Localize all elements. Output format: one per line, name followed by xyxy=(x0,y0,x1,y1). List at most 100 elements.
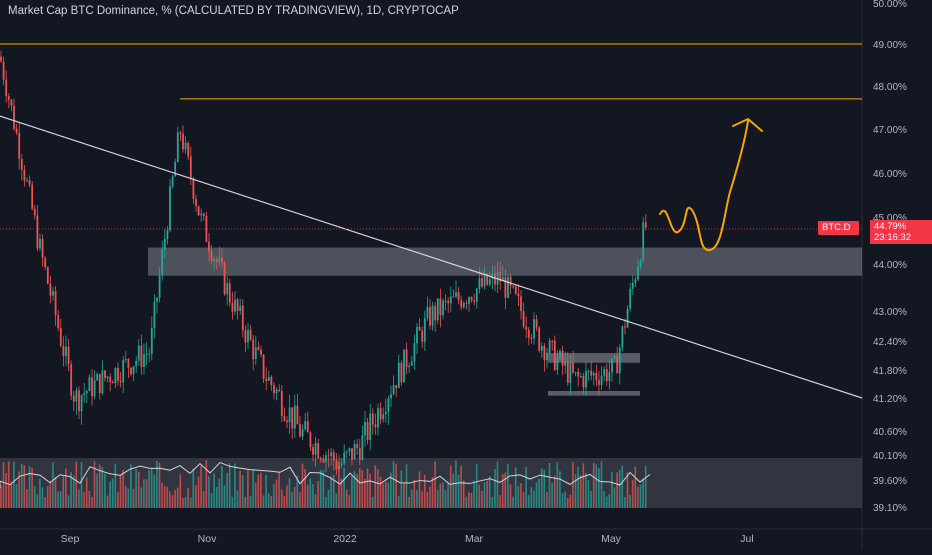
volume-bar xyxy=(215,487,218,508)
volume-bar xyxy=(119,474,122,508)
volume-bar xyxy=(122,470,124,508)
candle-body xyxy=(260,349,262,355)
candle-body xyxy=(486,273,489,285)
volume-bar xyxy=(374,465,377,508)
volume-bar xyxy=(621,465,624,508)
volume-bar xyxy=(434,461,436,508)
candle-body xyxy=(390,394,392,399)
volume-bar xyxy=(200,465,202,508)
countdown-timer: 23:16:32 xyxy=(874,232,911,243)
candle-body xyxy=(408,365,411,368)
candle-body xyxy=(148,353,151,355)
candle-body xyxy=(423,317,426,342)
candle-body xyxy=(124,358,127,360)
candle-body xyxy=(475,288,478,302)
volume-bar xyxy=(171,494,174,508)
candle-body xyxy=(301,429,304,437)
volume-bar xyxy=(548,462,551,508)
volume-bar xyxy=(262,495,265,508)
volume-bar xyxy=(286,485,288,508)
candle-body xyxy=(410,361,413,366)
volume-bar xyxy=(613,487,616,508)
volume-bar xyxy=(327,490,330,508)
volume-bar xyxy=(223,485,226,508)
volume-bar xyxy=(197,476,200,508)
candle-body xyxy=(122,359,125,383)
range-bottom-zone xyxy=(548,391,640,396)
candle-body xyxy=(150,327,153,354)
volume-bar xyxy=(522,491,525,508)
volume-bar xyxy=(629,494,631,508)
price-tick-label: 42.40% xyxy=(873,337,907,348)
volume-bar xyxy=(600,461,603,508)
volume-bar xyxy=(44,497,46,508)
candle-body xyxy=(470,297,473,301)
volume-bar xyxy=(486,480,488,508)
candle-body xyxy=(434,305,437,321)
volume-bar xyxy=(228,463,231,508)
candle-body xyxy=(364,422,366,436)
candle-body xyxy=(265,378,268,381)
volume-bar xyxy=(28,466,31,508)
candle-body xyxy=(59,328,62,346)
candle-body xyxy=(527,329,530,338)
candle-body xyxy=(546,352,548,361)
candle-body xyxy=(577,372,580,377)
time-tick-label: Mar xyxy=(465,533,484,545)
volume-bar xyxy=(273,484,275,508)
candle-body xyxy=(127,358,130,368)
candle-body xyxy=(540,345,543,351)
candle-body xyxy=(395,385,398,389)
candle-body xyxy=(343,452,346,464)
candle-body xyxy=(421,330,424,342)
candle-body xyxy=(275,389,278,394)
candle-body xyxy=(166,230,169,239)
candle-body xyxy=(491,273,494,280)
volume-bar xyxy=(353,471,356,508)
volume-bar xyxy=(410,489,413,508)
volume-bar xyxy=(104,473,106,508)
volume-bar xyxy=(62,476,65,508)
candle-body xyxy=(569,362,572,383)
candle-body xyxy=(585,370,587,388)
price-tick-label: 45.00% xyxy=(873,213,907,224)
candle-body xyxy=(236,299,239,311)
candle-body xyxy=(481,278,483,287)
volume-bar xyxy=(462,480,465,508)
candle-body xyxy=(613,356,616,359)
volume-bar xyxy=(330,476,332,508)
candle-body xyxy=(621,326,624,348)
volume-bar xyxy=(351,476,353,508)
volume-bar xyxy=(132,488,135,508)
volume-bar xyxy=(611,471,613,508)
price-tick-label: 43.00% xyxy=(873,307,907,318)
candle-body xyxy=(314,443,317,455)
candle-body xyxy=(291,407,294,429)
candle-body xyxy=(205,215,208,242)
volume-bar xyxy=(569,494,572,508)
volume-bar xyxy=(559,471,561,508)
volume-bar xyxy=(592,462,595,508)
candle-body xyxy=(530,337,533,339)
candle-body xyxy=(106,376,109,379)
candle-body xyxy=(559,350,561,358)
volume-bar xyxy=(192,468,195,508)
candle-body xyxy=(416,326,418,344)
candle-body xyxy=(145,353,148,355)
volume-bar xyxy=(234,463,236,508)
volume-bar xyxy=(187,488,189,508)
candle-body xyxy=(117,367,119,381)
price-tick-label: 44.00% xyxy=(873,260,907,271)
candle-body xyxy=(153,301,156,328)
candle-body xyxy=(374,424,377,428)
candle-body xyxy=(483,273,486,287)
candle-body xyxy=(54,291,57,316)
candle-body xyxy=(460,299,463,308)
candle-body xyxy=(457,292,460,300)
candle-body xyxy=(65,346,67,357)
volume-bar xyxy=(169,491,171,508)
volume-bar xyxy=(608,494,611,508)
volume-bar xyxy=(150,468,153,508)
